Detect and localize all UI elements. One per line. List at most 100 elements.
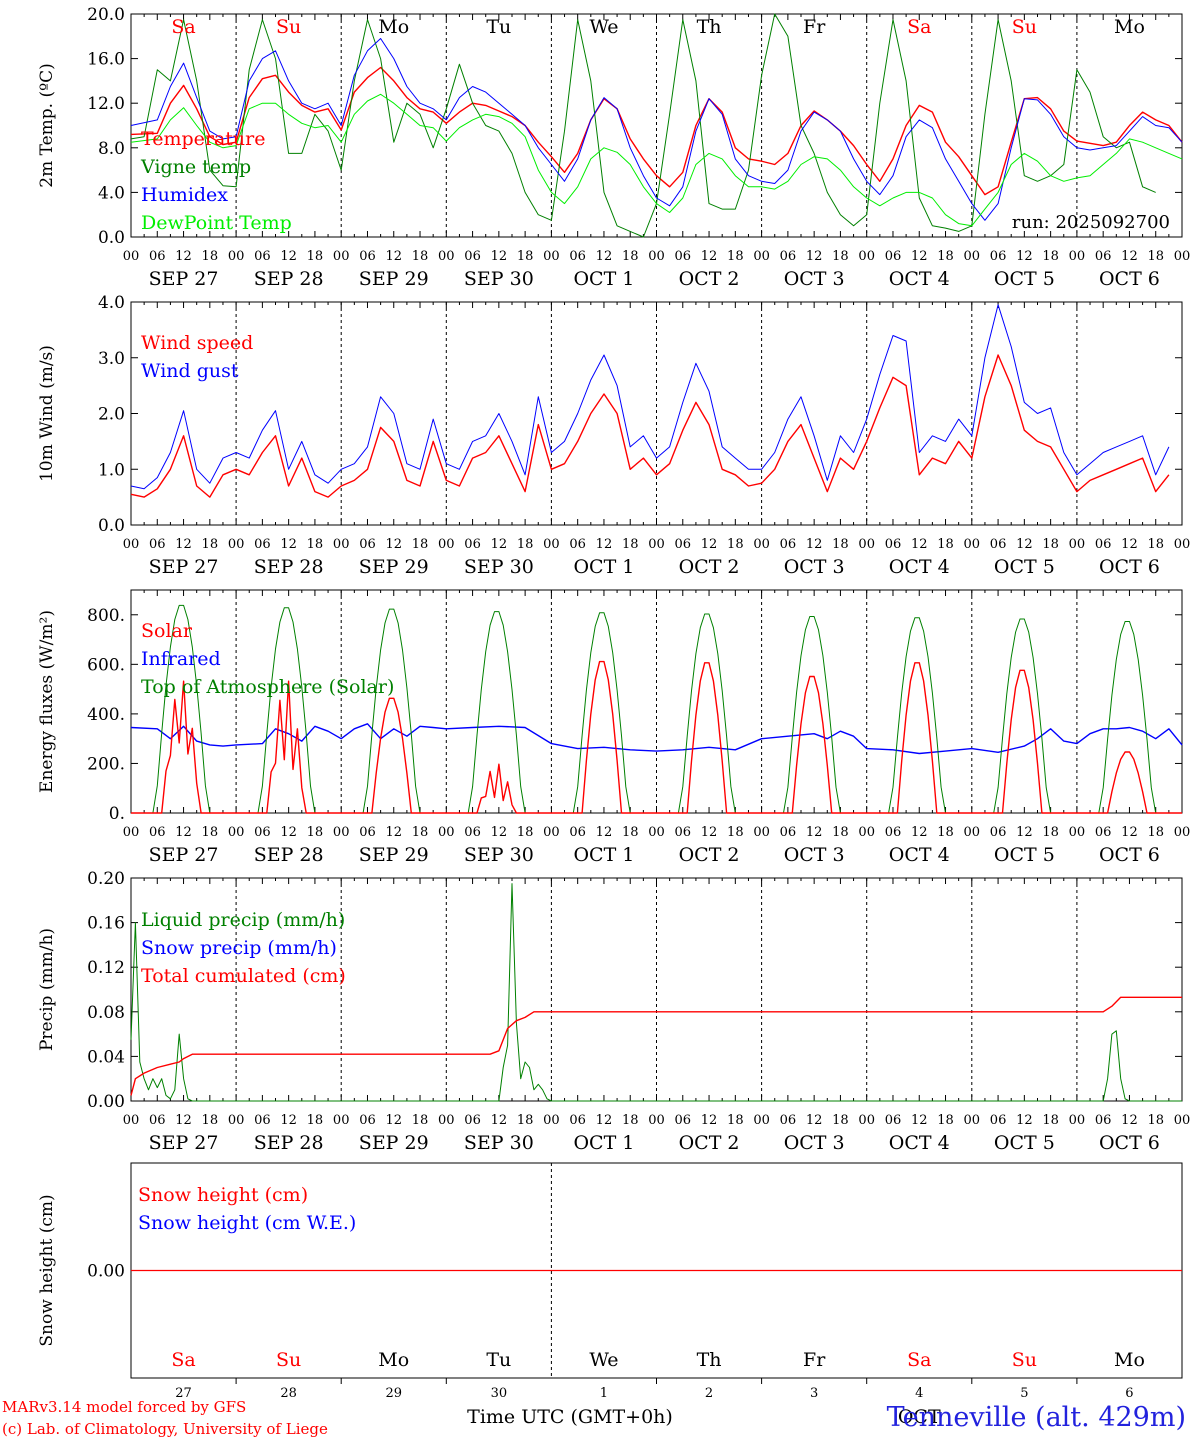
energy-frame — [130, 589, 1183, 814]
temp-hour-label: 18 — [832, 249, 849, 264]
precip-hour-label: 06 — [464, 1113, 481, 1128]
energy-hour-label: 06 — [990, 825, 1007, 840]
energy-hour-label: 18 — [307, 825, 324, 840]
wind-hour-label: 12 — [806, 537, 823, 552]
precip-date-label: SEP 28 — [254, 1132, 324, 1154]
temp-hour-label: 12 — [385, 249, 402, 264]
temp-hour-label: 18 — [727, 249, 744, 264]
wind-date-label: OCT 4 — [889, 556, 950, 578]
energy-hour-label: 18 — [202, 825, 219, 840]
temp-y-label: 8.0 — [98, 139, 125, 159]
snow-day-number: 30 — [491, 1386, 508, 1401]
wind-hour-label: 18 — [937, 537, 954, 552]
energy-hour-label: 18 — [832, 825, 849, 840]
energy-legend-1: Infrared — [141, 648, 221, 670]
energy-hour-label: 06 — [675, 825, 692, 840]
panel-temp: 0.0 4.0 8.0 12.0 16.0 20.0 2m Temp. (ºC) Temper… — [37, 5, 1190, 290]
precip-y-label: 0.04 — [87, 1047, 125, 1067]
precip-hour-label: 18 — [412, 1113, 429, 1128]
energy-hour-label: 06 — [464, 825, 481, 840]
energy-series-infrared — [130, 723, 1183, 755]
precip-hour-label: 00 — [123, 1113, 140, 1128]
precip-legend-1: Snow precip (mm/h) — [141, 937, 337, 959]
temp-hour-label: 00 — [964, 249, 981, 264]
temp-y-title: 2m Temp. (ºC) — [37, 63, 57, 188]
temp-y-label: 12.0 — [87, 94, 125, 114]
precip-hour-label: 00 — [964, 1113, 981, 1128]
precip-date-label: OCT 2 — [679, 1132, 740, 1154]
wind-hour-label: 00 — [333, 537, 350, 552]
temp-date-label: OCT 2 — [679, 268, 740, 290]
precip-date-label: OCT 6 — [1099, 1132, 1160, 1154]
snow-day-number: 28 — [280, 1386, 297, 1401]
energy-hour-label: 00 — [964, 825, 981, 840]
energy-hour-label: 00 — [123, 825, 140, 840]
precip-hour-label: 18 — [1042, 1113, 1059, 1128]
wind-date-label: SEP 27 — [149, 556, 219, 578]
energy-hour-label: 12 — [1016, 825, 1033, 840]
energy-y-label: 800. — [87, 606, 125, 626]
temp-hour-label: 00 — [1174, 249, 1191, 264]
temp-date-label: OCT 5 — [994, 268, 1055, 290]
precip-hour-label: 06 — [780, 1113, 797, 1128]
wind-hour-label: 18 — [1042, 537, 1059, 552]
energy-hour-label: 18 — [622, 825, 639, 840]
temp-y-label: 4.0 — [98, 183, 125, 203]
energy-date-label: OCT 6 — [1099, 844, 1160, 866]
precip-hour-label: 06 — [990, 1113, 1007, 1128]
wind-hour-label: 00 — [648, 537, 665, 552]
energy-date-label: SEP 29 — [359, 844, 429, 866]
precip-hour-label: 00 — [1069, 1113, 1086, 1128]
temp-hour-label: 12 — [1121, 249, 1138, 264]
wind-y-label: 2.0 — [98, 405, 125, 425]
snow-day-number: 1 — [600, 1386, 608, 1401]
temp-day-name: Tu — [486, 16, 511, 38]
snow-legend-1: Snow height (cm W.E.) — [138, 1212, 356, 1234]
energy-date-label: OCT 4 — [889, 844, 950, 866]
precip-hour-label: 12 — [1016, 1113, 1033, 1128]
wind-legend-0: Wind speed — [141, 332, 253, 354]
temp-hour-label: 06 — [885, 249, 902, 264]
temp-hour-label: 18 — [1147, 249, 1164, 264]
precip-y-label: 0.16 — [87, 914, 125, 934]
precip-hour-label: 18 — [202, 1113, 219, 1128]
energy-hour-label: 00 — [1174, 825, 1191, 840]
wind-hour-label: 12 — [1121, 537, 1138, 552]
energy-hour-label: 12 — [1121, 825, 1138, 840]
temp-hour-label: 00 — [858, 249, 875, 264]
wind-hour-label: 00 — [1174, 537, 1191, 552]
wind-hour-label: 00 — [123, 537, 140, 552]
energy-hour-label: 12 — [491, 825, 508, 840]
station-name: Tenneville (alt. 429m) — [886, 1402, 1186, 1433]
temp-y-label: 16.0 — [87, 50, 125, 70]
precip-series-liquid-precip — [130, 883, 1182, 1102]
wind-date-label: OCT 6 — [1099, 556, 1160, 578]
precip-hour-label: 06 — [149, 1113, 166, 1128]
wind-hour-label: 06 — [990, 537, 1007, 552]
energy-hour-label: 00 — [333, 825, 350, 840]
wind-y-label: 0.0 — [98, 516, 125, 536]
snow-day-name: Su — [276, 1349, 301, 1371]
temp-series-dewpoint-temp — [130, 93, 1183, 227]
precip-hour-label: 18 — [307, 1113, 324, 1128]
wind-hour-label: 18 — [1147, 537, 1164, 552]
wind-hour-label: 00 — [1069, 537, 1086, 552]
wind-y-label: 4.0 — [98, 293, 125, 313]
wind-hour-label: 12 — [175, 537, 192, 552]
energy-hour-label: 06 — [1095, 825, 1112, 840]
wind-y-label: 3.0 — [98, 349, 125, 369]
temp-hour-label: 06 — [990, 249, 1007, 264]
snow-day-number: 2 — [705, 1386, 713, 1401]
temp-date-label: SEP 30 — [464, 268, 534, 290]
wind-date-label: OCT 3 — [784, 556, 845, 578]
wind-hour-label: 18 — [412, 537, 429, 552]
precip-y-label: 0.12 — [87, 958, 125, 978]
wind-hour-label: 18 — [832, 537, 849, 552]
temp-hour-label: 00 — [228, 249, 245, 264]
temp-date-label: SEP 28 — [254, 268, 324, 290]
precip-hour-label: 00 — [543, 1113, 560, 1128]
energy-hour-label: 00 — [858, 825, 875, 840]
wind-hour-label: 06 — [885, 537, 902, 552]
energy-hour-label: 00 — [228, 825, 245, 840]
model-credit: MARv3.14 model forced by GFS — [2, 1398, 247, 1416]
